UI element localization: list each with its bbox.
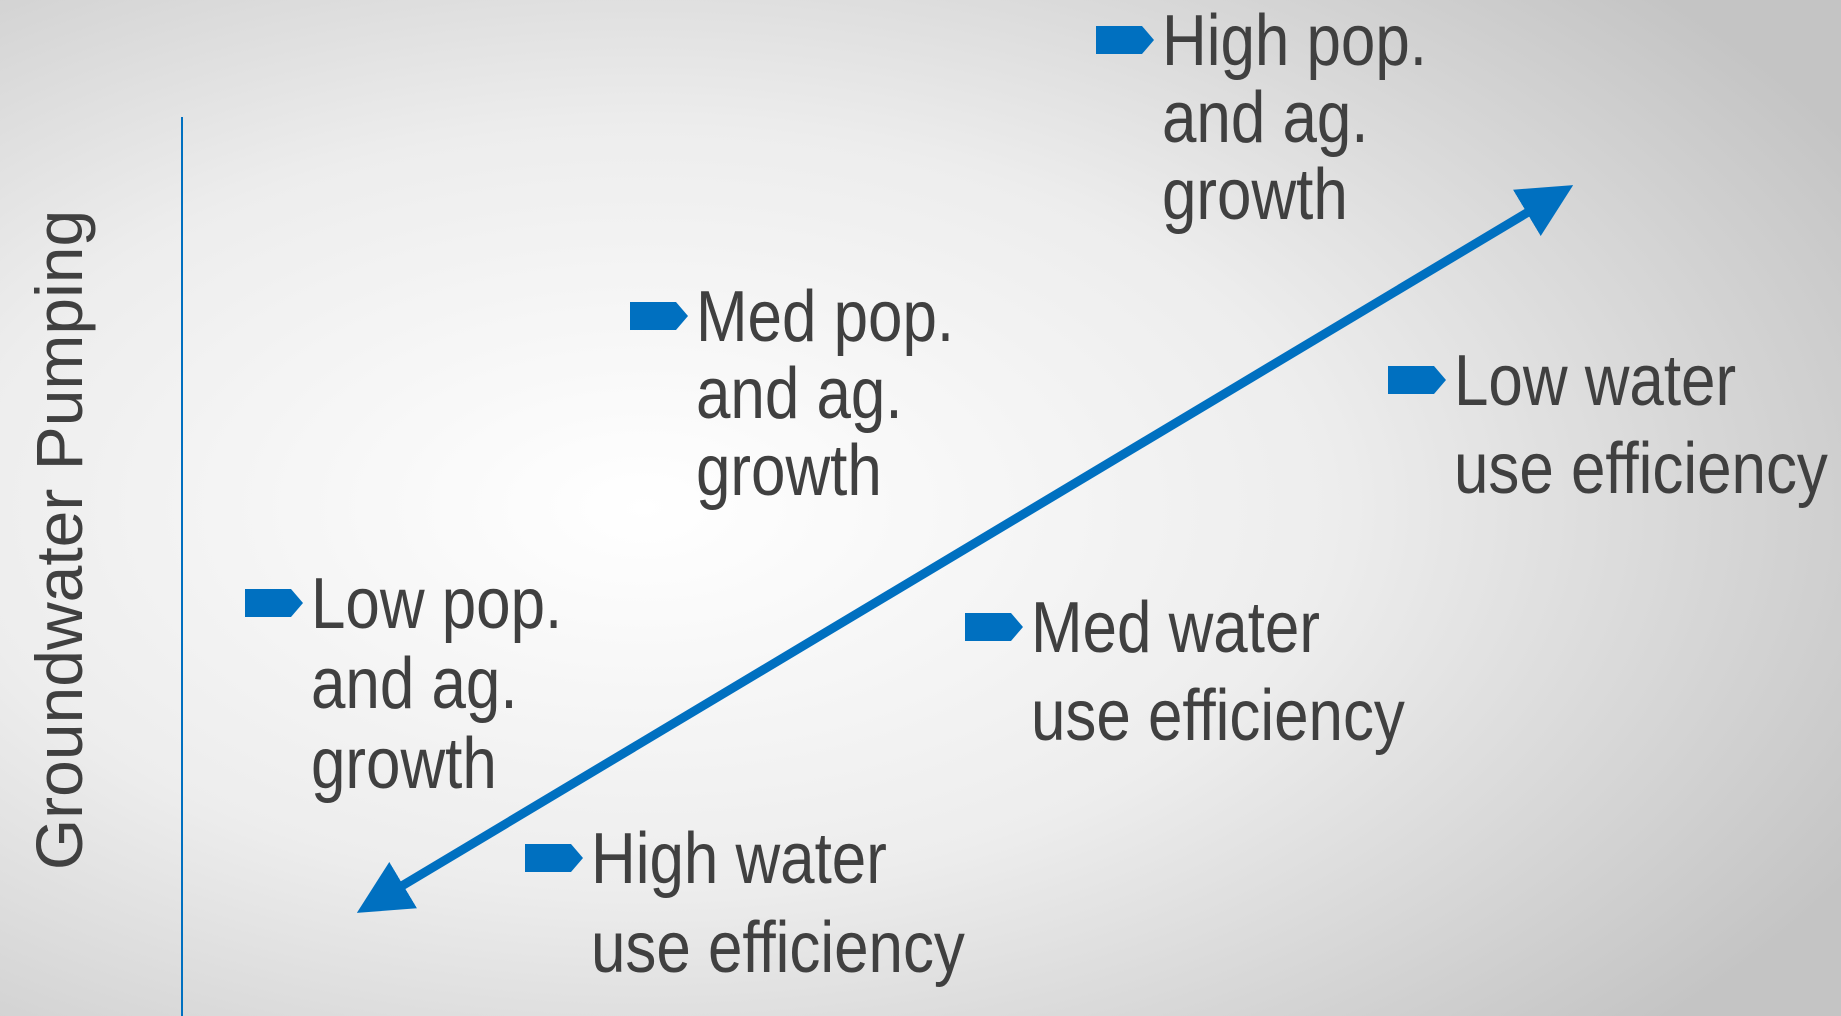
- item-text: Med pop.and ag.growth: [696, 277, 954, 511]
- item-text: High pop.and ag.growth: [1162, 1, 1427, 235]
- item-line: Med water: [1031, 588, 1320, 668]
- item-line: and ag.: [696, 354, 903, 434]
- item-line: use efficiency: [1031, 676, 1405, 756]
- item: Low pop.and ag.growth: [245, 564, 562, 804]
- item-line: use efficiency: [591, 908, 965, 988]
- item-line: growth: [696, 431, 882, 511]
- item-line: and ag.: [311, 644, 518, 724]
- item-text: High water use efficiency: [591, 819, 965, 988]
- item-line: growth: [311, 724, 497, 804]
- item-text: Low pop.and ag.growth: [311, 564, 562, 804]
- bullet: [245, 589, 303, 617]
- item-line: use efficiency: [1454, 429, 1828, 509]
- item-line: and ag.: [1162, 78, 1369, 158]
- bullet: [630, 302, 688, 330]
- bullet: [1096, 26, 1154, 54]
- y-axis-label: Groundwater Pumping: [22, 210, 96, 870]
- trend-arrow: [356, 185, 1574, 913]
- bullet: [965, 613, 1023, 641]
- item-line: Low pop.: [311, 564, 562, 644]
- item-line: Med pop.: [696, 277, 954, 357]
- item-line: Low water: [1454, 341, 1736, 421]
- item: High water use efficiency: [525, 819, 965, 988]
- bullet: [1388, 366, 1446, 394]
- item-line: High pop.: [1162, 1, 1427, 81]
- item: Med pop.and ag.growth: [630, 277, 954, 511]
- item-line: High water: [591, 819, 887, 899]
- item-line: growth: [1162, 155, 1348, 235]
- bullet: [525, 844, 583, 872]
- item: High pop.and ag.growth: [1096, 1, 1427, 235]
